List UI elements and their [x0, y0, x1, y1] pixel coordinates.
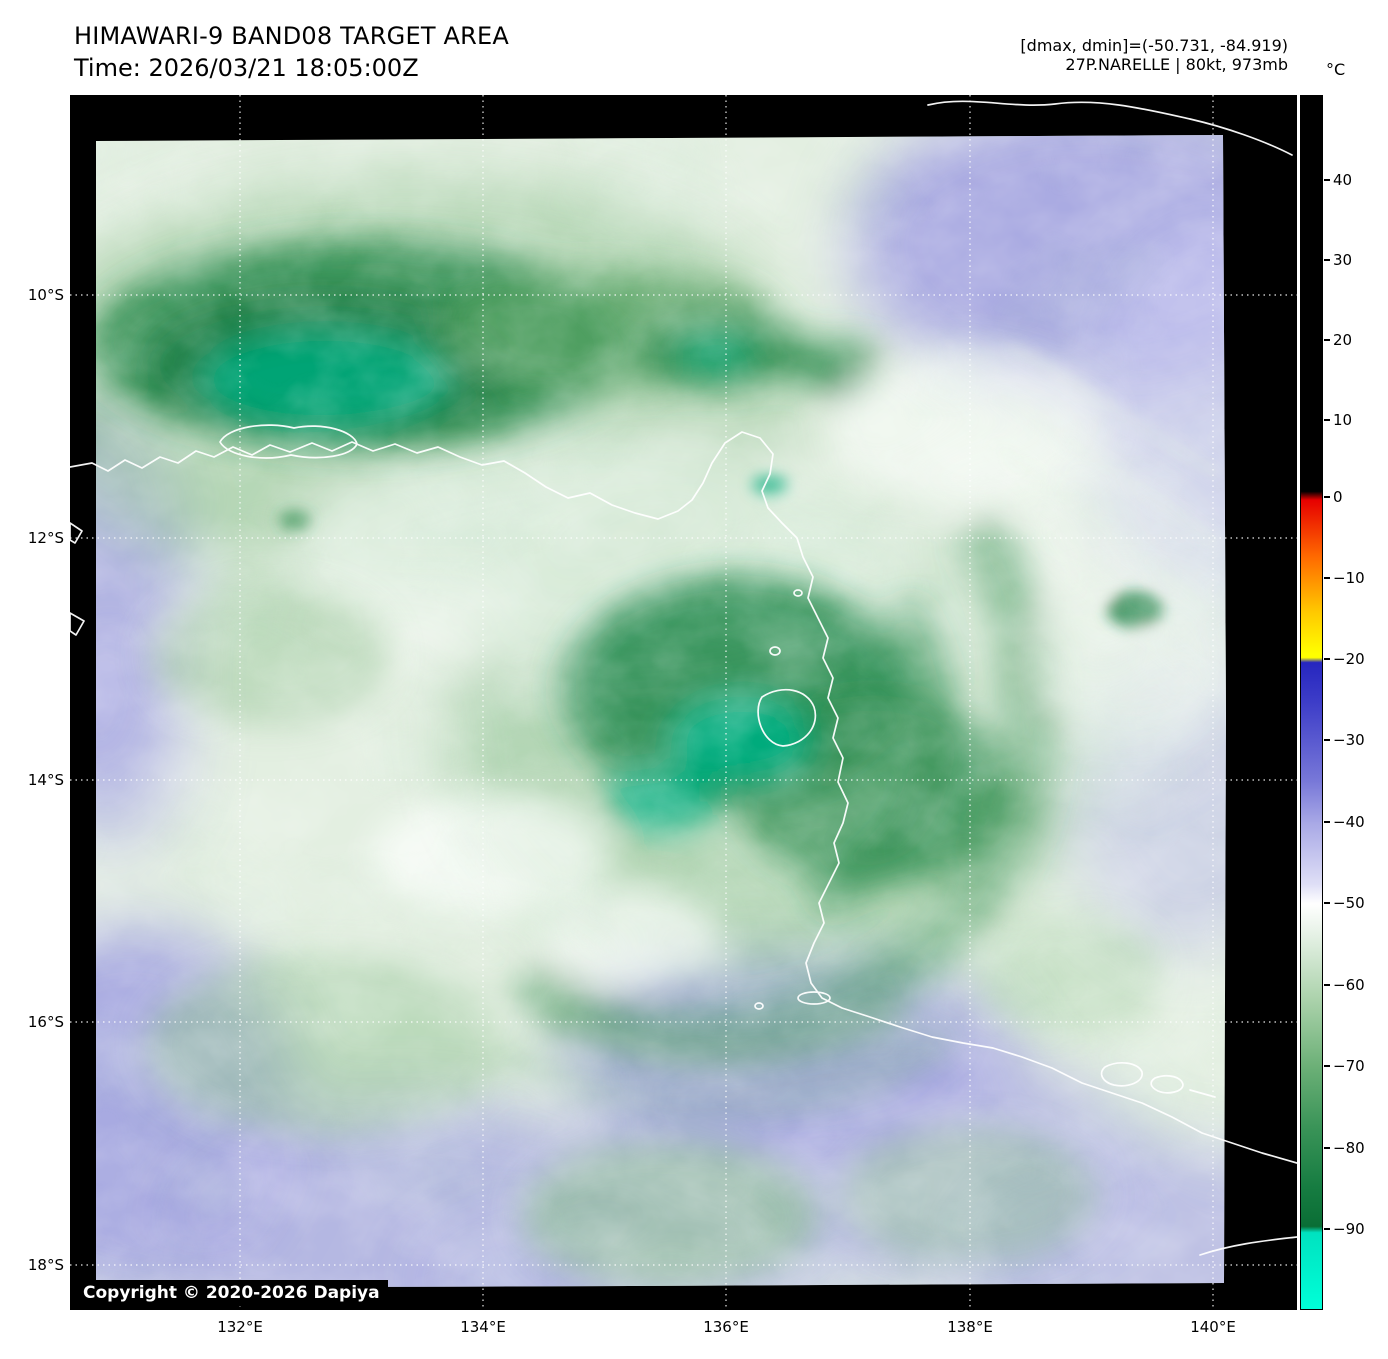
lat-tick-label: 14°S	[27, 771, 64, 789]
colorbar-tick-label: −90	[1333, 1220, 1365, 1238]
colorbar-tick-label: 20	[1333, 331, 1353, 349]
colorbar-tick	[1324, 259, 1330, 261]
lat-tick-label: 18°S	[27, 1256, 64, 1274]
colorbar-unit-label: °C	[1326, 60, 1346, 79]
page-title: HIMAWARI-9 BAND08 TARGET AREA	[74, 22, 509, 50]
temperature-colorbar	[1300, 95, 1323, 1310]
colorbar-tick-label: −40	[1333, 813, 1365, 831]
colorbar-tick-label: −70	[1333, 1057, 1365, 1075]
lat-tick-label: 16°S	[27, 1013, 64, 1031]
colorbar-tick-label: 0	[1333, 488, 1343, 506]
timestamp: Time: 2026/03/21 18:05:00Z	[74, 54, 419, 82]
lon-tick-label: 138°E	[947, 1318, 993, 1336]
colorbar-tick	[1324, 419, 1330, 421]
colorbar-tick-label: 30	[1333, 251, 1353, 269]
colorbar-tick-label: −30	[1333, 731, 1365, 749]
cloud-field	[96, 135, 1226, 1288]
colorbar-tick-label: −80	[1333, 1139, 1365, 1157]
satellite-plot: Copyright © 2020-2026 Dapiya	[70, 95, 1297, 1310]
copyright-watermark: Copyright © 2020-2026 Dapiya	[75, 1280, 388, 1306]
colorbar-tick	[1324, 821, 1330, 823]
lat-tick-label: 12°S	[27, 529, 64, 547]
lon-tick-label: 140°E	[1190, 1318, 1236, 1336]
colorbar-tick-label: −10	[1333, 569, 1365, 587]
colorbar-tick-label: −20	[1333, 650, 1365, 668]
colorbar-tick	[1324, 739, 1330, 741]
colorbar-tick	[1324, 1228, 1330, 1230]
satellite-image	[70, 95, 1297, 1310]
colorbar-tick	[1324, 1147, 1330, 1149]
colorbar-tick	[1324, 179, 1330, 181]
lat-tick-label: 10°S	[27, 286, 64, 304]
storm-info: 27P.NARELLE | 80kt, 973mb	[1065, 55, 1288, 74]
colorbar-tick	[1324, 658, 1330, 660]
colorbar-tick-label: −50	[1333, 894, 1365, 912]
graticule-gridlines	[70, 95, 1297, 1310]
info-block: [dmax, dmin]=(-50.731, -84.919) 27P.NARE…	[1020, 36, 1288, 74]
colorbar-tick-label: 10	[1333, 411, 1353, 429]
colorbar-tick	[1324, 496, 1330, 498]
colorbar-tick	[1324, 339, 1330, 341]
colorbar-tick-label: 40	[1333, 171, 1353, 189]
dmax-dmin-readout: [dmax, dmin]=(-50.731, -84.919)	[1020, 36, 1288, 55]
colorbar-tick-label: −60	[1333, 976, 1365, 994]
colorbar-tick	[1324, 1065, 1330, 1067]
lon-tick-label: 136°E	[703, 1318, 749, 1336]
lon-tick-label: 132°E	[217, 1318, 263, 1336]
colorbar-tick	[1324, 902, 1330, 904]
colorbar-tick	[1324, 984, 1330, 986]
lon-tick-label: 134°E	[460, 1318, 506, 1336]
colorbar-tick	[1324, 577, 1330, 579]
